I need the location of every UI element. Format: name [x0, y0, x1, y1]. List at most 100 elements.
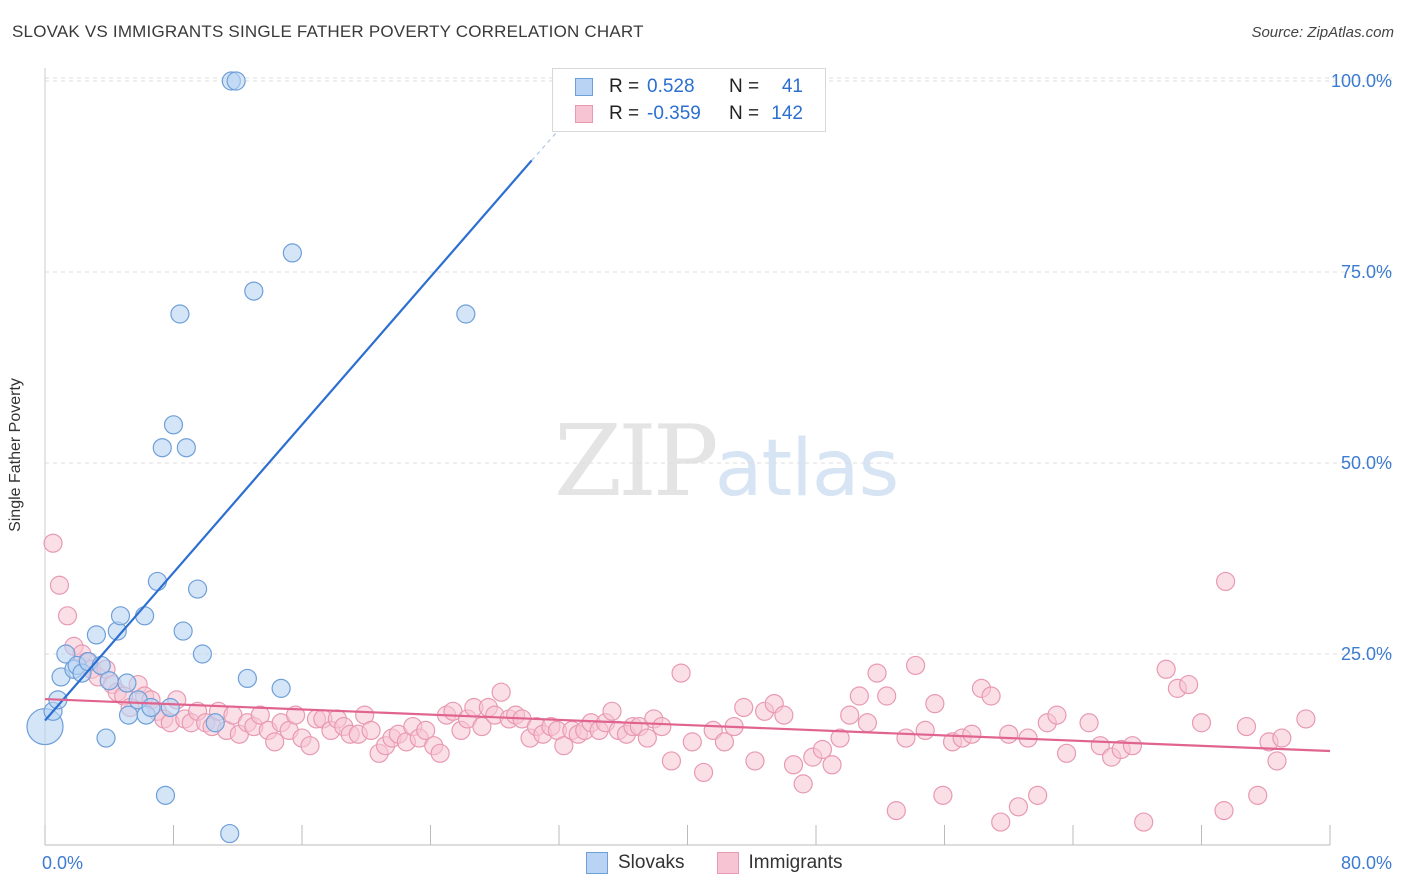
slovaks-point — [192, 644, 213, 664]
slovaks-point — [187, 579, 208, 599]
slovaks-point — [110, 606, 131, 626]
tick-labels: 25.0% 50.0% 75.0% 100.0% 0.0% 80.0% — [42, 71, 1392, 873]
immigrants-point — [991, 812, 1011, 832]
slovaks-n-value: 41 — [781, 76, 803, 97]
y-tick-label: 25.0% — [1341, 644, 1392, 664]
n-label: N = — [729, 103, 760, 124]
watermark: ZIPatlas — [554, 405, 899, 519]
immigrants-point — [49, 575, 70, 595]
immigrants-point — [812, 739, 833, 760]
immigrants-point — [867, 663, 887, 683]
slovaks-point — [456, 304, 476, 324]
immigrants-point — [1191, 713, 1212, 733]
slovaks-swatch — [586, 852, 608, 874]
immigrants-point — [1047, 705, 1067, 725]
grid-lines — [45, 77, 1392, 655]
slovaks-point — [160, 697, 180, 718]
immigrants-point — [1008, 797, 1028, 817]
slovaks-point — [141, 697, 161, 718]
legend-item-slovaks[interactable]: Slovaks — [586, 852, 685, 874]
slovaks-point — [134, 606, 155, 626]
immigrants-point — [652, 716, 672, 737]
immigrants-point — [896, 728, 916, 748]
slovaks-point — [205, 713, 225, 733]
immigrants-point — [745, 751, 765, 771]
immigrants-point — [1122, 736, 1143, 756]
immigrants-n-value: 142 — [771, 103, 803, 124]
legend-item-immigrants[interactable]: Immigrants — [716, 852, 843, 874]
slovaks-point — [147, 571, 168, 592]
immigrants-r-value: -0.359 — [647, 103, 701, 124]
immigrants-point — [822, 755, 842, 775]
slovaks-point — [271, 678, 291, 698]
slovaks-point — [237, 668, 257, 689]
immigrants-point — [877, 686, 897, 706]
slovaks-label: Slovaks — [618, 852, 685, 873]
immigrants-point — [430, 743, 450, 763]
slovaks-point — [99, 671, 119, 691]
immigrants-point — [491, 682, 511, 702]
immigrants-point — [1028, 785, 1048, 805]
immigrants-point — [300, 736, 320, 756]
immigrants-point — [830, 728, 850, 748]
immigrants-point — [637, 728, 657, 748]
slovaks-point — [282, 243, 302, 263]
immigrants-point — [849, 686, 869, 706]
immigrants-point — [840, 705, 860, 725]
legend-row-slovaks: R = 0.528 N = 41 — [575, 75, 803, 99]
slovaks-point — [86, 625, 107, 645]
immigrants-point — [361, 720, 381, 741]
slovaks-point — [226, 71, 246, 91]
immigrants-point — [1079, 713, 1099, 733]
immigrants-point — [682, 732, 702, 752]
immigrants-point — [925, 694, 945, 714]
immigrants-point — [1156, 659, 1176, 679]
slovaks-trend-line — [44, 159, 533, 722]
immigrants-point — [1236, 716, 1257, 737]
slovaks-point — [152, 438, 172, 458]
immigrants-swatch — [575, 105, 593, 123]
immigrants-point — [416, 720, 436, 741]
immigrants-point — [1215, 571, 1236, 592]
immigrants-point — [933, 785, 953, 805]
n-label: N = — [729, 76, 760, 97]
immigrants-trend-line — [44, 697, 1331, 753]
immigrants-point — [1179, 674, 1199, 695]
slovaks-point — [155, 785, 176, 805]
immigrants-point — [1214, 801, 1234, 821]
immigrants-point — [783, 755, 804, 775]
immigrants-point — [43, 533, 63, 553]
r-label: R = — [609, 76, 640, 97]
immigrants-point — [915, 720, 935, 741]
immigrants-point — [1267, 751, 1287, 771]
immigrants-swatch — [716, 852, 739, 874]
immigrants-point — [999, 724, 1019, 744]
immigrants-point — [250, 705, 270, 725]
slovaks-point — [117, 673, 137, 693]
y-tick-label: 50.0% — [1341, 453, 1392, 473]
immigrants-point — [57, 606, 78, 626]
immigrants-point — [774, 705, 794, 725]
slovaks-point — [176, 438, 196, 458]
legend-row-immigrants: R = -0.359 N = 142 — [575, 102, 803, 126]
y-tick-label: 100.0% — [1331, 71, 1392, 91]
immigrants-label: Immigrants — [748, 852, 843, 873]
immigrants-point — [693, 762, 714, 783]
slovaks-r-value: 0.528 — [647, 76, 695, 97]
slovaks-point — [173, 621, 193, 641]
correlation-legend: R = 0.528 N = 41 R = -0.359 N = 142 — [552, 68, 826, 132]
immigrants-point — [554, 736, 574, 756]
chart-title: SLOVAK VS IMMIGRANTS SINGLE FATHER POVER… — [12, 22, 644, 41]
immigrants-point — [1056, 743, 1077, 763]
immigrants-point — [1248, 785, 1268, 805]
r-label: R = — [609, 103, 640, 124]
immigrants-point — [602, 701, 622, 721]
slovaks-point — [96, 728, 116, 748]
immigrants-points — [43, 533, 1316, 832]
immigrants-point — [981, 686, 1001, 706]
series-legend: Slovaks Immigrants — [586, 852, 875, 874]
immigrants-point — [1272, 728, 1292, 748]
x-tick-label-max: 80.0% — [1341, 853, 1392, 873]
immigrants-point — [714, 732, 735, 752]
